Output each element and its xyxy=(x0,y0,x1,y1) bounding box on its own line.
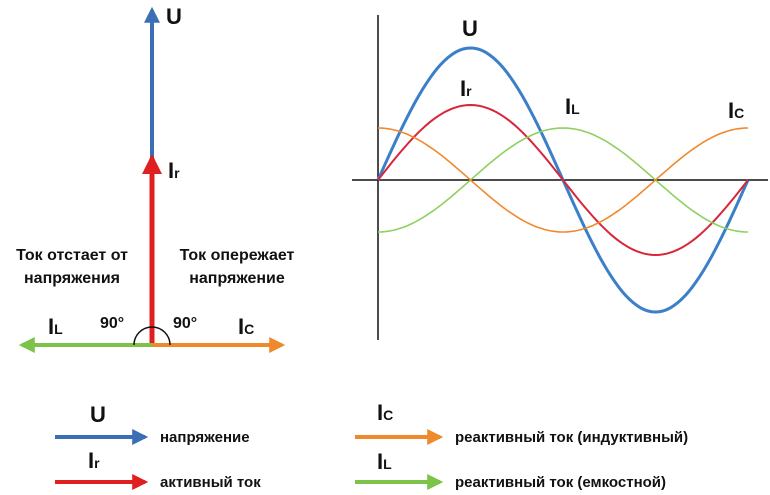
angle-label: 90° xyxy=(100,315,124,332)
note: Ток опережает xyxy=(180,247,295,264)
ic-wave xyxy=(377,127,749,233)
legend-symbol: IC xyxy=(377,400,393,425)
ir-wave-label: Ir xyxy=(460,76,472,101)
legend-text: реактивный ток (емкостной) xyxy=(455,474,666,491)
ir-wave xyxy=(377,103,749,257)
note: Ток отстает от xyxy=(16,247,128,264)
legend: U напряжение Ir активный ток IC реактивн… xyxy=(55,400,688,491)
il-label: IL xyxy=(48,314,63,339)
u-wave-label: U xyxy=(462,16,478,41)
angle-label: 90° xyxy=(173,315,197,332)
il-wave-label: IL xyxy=(565,94,580,119)
legend-text: напряжение xyxy=(160,429,250,446)
u-label: U xyxy=(166,4,182,29)
note: напряжение xyxy=(189,270,285,287)
ic-wave-label: IC xyxy=(728,98,744,123)
ir-label: Ir xyxy=(168,158,180,183)
legend-text: активный ток xyxy=(160,474,261,491)
ic-label: IC xyxy=(238,314,254,339)
angle-arc xyxy=(133,326,171,346)
legend-symbol: U xyxy=(90,402,106,427)
waveform-plot: U Ir IL IC xyxy=(352,15,768,340)
note: напряжения xyxy=(24,270,120,287)
legend-symbol: IL xyxy=(377,449,392,474)
legend-text: реактивный ток (индуктивный) xyxy=(455,429,688,446)
il-wave xyxy=(377,127,749,233)
vector-diagram: U Ir IL IC 90° 90° Ток отстает от напряж… xyxy=(16,4,295,353)
legend-symbol: Ir xyxy=(88,448,100,473)
